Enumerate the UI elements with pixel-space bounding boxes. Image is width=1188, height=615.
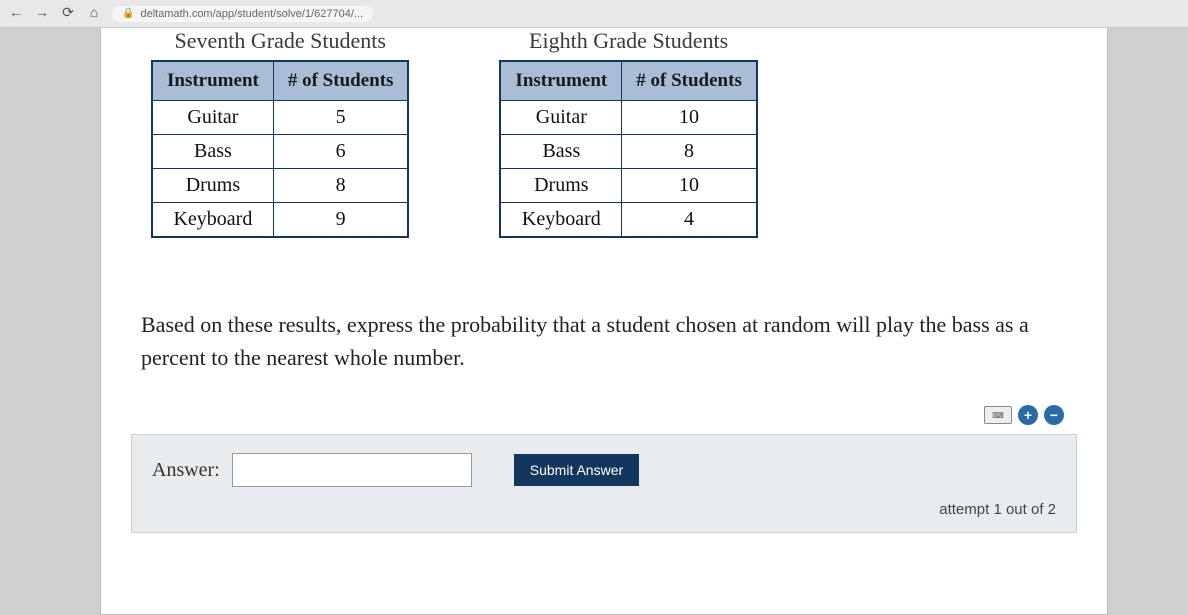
eighth-grade-block: Eighth Grade Students Instrument # of St… [499,28,757,238]
col-students: # of Students [273,61,408,101]
zoom-in-icon[interactable]: + [1018,405,1038,425]
col-instrument: Instrument [500,61,621,101]
col-students: # of Students [622,61,757,101]
submit-answer-button[interactable]: Submit Answer [514,454,639,486]
address-bar[interactable]: 🔒 deltamath.com/app/student/solve/1/6277… [112,6,373,22]
back-button[interactable]: ← [8,6,24,22]
tool-icons: ⌨ + − [984,405,1064,425]
seventh-grade-table: Instrument # of Students Guitar5 Bass6 D… [151,60,409,238]
table-row: Keyboard9 [152,203,408,238]
eighth-grade-table: Instrument # of Students Guitar10 Bass8 … [499,60,757,238]
col-instrument: Instrument [152,61,273,101]
seventh-grade-title: Seventh Grade Students [151,28,409,54]
keyboard-icon[interactable]: ⌨ [984,406,1012,424]
page-content: Seventh Grade Students Instrument # of S… [100,28,1108,615]
question-text: Based on these results, express the prob… [141,308,1067,374]
browser-toolbar: ← → ⟳ ⌂ 🔒 deltamath.com/app/student/solv… [0,0,1188,28]
table-row: Bass6 [152,135,408,169]
attempt-counter: attempt 1 out of 2 [152,501,1056,518]
home-button[interactable]: ⌂ [86,6,102,22]
table-row: Guitar5 [152,101,408,135]
table-header-row: Instrument # of Students [152,61,408,101]
lock-icon: 🔒 [122,8,134,19]
answer-row: Answer: Submit Answer [152,453,1056,487]
seventh-grade-block: Seventh Grade Students Instrument # of S… [151,28,409,238]
table-row: Drums8 [152,169,408,203]
answer-zone: ⌨ + − Answer: Submit Answer attempt 1 ou… [131,434,1077,533]
url-text: deltamath.com/app/student/solve/1/627704… [140,8,363,20]
tables-container: Seventh Grade Students Instrument # of S… [131,28,1077,238]
table-row: Keyboard4 [500,203,756,238]
table-header-row: Instrument # of Students [500,61,756,101]
eighth-grade-title: Eighth Grade Students [499,28,757,54]
zoom-out-icon[interactable]: − [1044,405,1064,425]
table-row: Drums10 [500,169,756,203]
reload-button[interactable]: ⟳ [60,6,76,22]
table-row: Guitar10 [500,101,756,135]
answer-label: Answer: [152,459,220,482]
table-row: Bass8 [500,135,756,169]
forward-button[interactable]: → [34,6,50,22]
answer-input[interactable] [232,453,472,487]
